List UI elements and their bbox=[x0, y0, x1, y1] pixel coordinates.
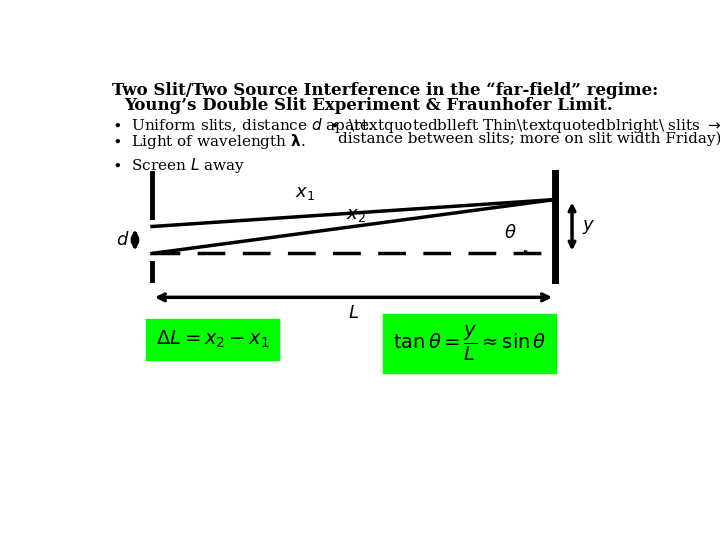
Text: $\bullet$  \textquotedblleft Thin\textquotedblright\ slits $\rightarrow$ (width : $\bullet$ \textquotedblleft Thin\textquo… bbox=[329, 116, 720, 134]
Text: $x_2$: $x_2$ bbox=[346, 206, 366, 224]
Text: $d$: $d$ bbox=[116, 231, 130, 249]
Text: $\bullet$  Uniform slits, distance $\mathbf{\mathit{d}}$ apart.: $\bullet$ Uniform slits, distance $\math… bbox=[112, 116, 372, 134]
Text: $\bullet$  Screen $\mathbf{\mathit{L}}$ away: $\bullet$ Screen $\mathbf{\mathit{L}}$ a… bbox=[112, 156, 245, 174]
Text: $x_1$: $x_1$ bbox=[295, 184, 315, 202]
Text: distance between slits; more on slit width Friday): distance between slits; more on slit wid… bbox=[338, 132, 720, 146]
Text: $y$: $y$ bbox=[582, 218, 595, 235]
Text: $\tan\theta = \dfrac{y}{L} \approx \sin\theta$: $\tan\theta = \dfrac{y}{L} \approx \sin\… bbox=[393, 324, 546, 363]
Text: $\theta$: $\theta$ bbox=[504, 224, 516, 242]
Text: $\bullet$  Light of wavelength $\mathbf{\lambda}$.: $\bullet$ Light of wavelength $\mathbf{\… bbox=[112, 132, 305, 151]
Text: $\Delta L = x_2 - x_1$: $\Delta L = x_2 - x_1$ bbox=[156, 329, 269, 350]
Text: Two Slit/Two Source Interference in the “far-field” regime:: Two Slit/Two Source Interference in the … bbox=[112, 82, 658, 99]
Text: $L$: $L$ bbox=[348, 303, 359, 321]
Text: Young’s Double Slit Experiment & Fraunhofer Limit.: Young’s Double Slit Experiment & Fraunho… bbox=[125, 97, 613, 114]
